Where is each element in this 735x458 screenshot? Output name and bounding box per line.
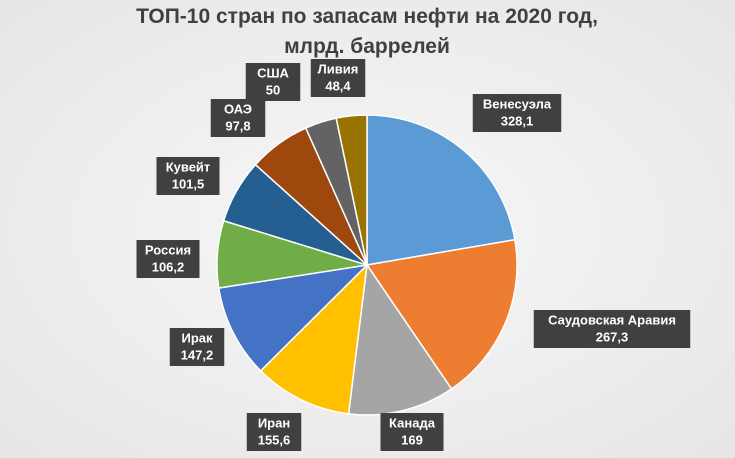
label-box	[380, 413, 444, 451]
label-box	[246, 413, 302, 451]
label-name: Ливия	[318, 61, 359, 76]
pie-slice	[365, 238, 518, 390]
label-name: США	[257, 65, 289, 80]
label-box	[310, 59, 366, 97]
label-name: ОАЭ	[224, 101, 252, 116]
label-box	[533, 310, 691, 348]
pie-slice	[335, 114, 368, 266]
label-name: Ирак	[181, 330, 213, 345]
data-label: 155,6	[258, 432, 291, 447]
data-label: 106,2	[152, 259, 185, 274]
label-name: Канада	[389, 415, 436, 430]
data-label: 328,1	[501, 113, 534, 128]
data-label: 267,3	[596, 329, 629, 344]
pie-slice	[366, 114, 516, 266]
chart-title: ТОП-10 стран по запасам нефти на 2020 го…	[136, 5, 598, 58]
data-label: 147,2	[181, 347, 214, 362]
label-box	[156, 157, 220, 195]
label-box	[210, 99, 266, 137]
label-name: Россия	[145, 242, 191, 257]
label-box	[136, 240, 200, 278]
data-label: 101,5	[172, 176, 205, 191]
data-label: 50	[266, 82, 280, 97]
label-name: Иран	[258, 415, 290, 430]
label-name: Саудовская Аравия	[548, 312, 676, 327]
label-name: Кувейт	[166, 159, 211, 174]
data-label: 97,8	[225, 118, 250, 133]
label-box	[169, 328, 225, 366]
pie-slice	[217, 263, 370, 372]
data-label: 169	[401, 432, 423, 447]
label-name: Венесуэла	[483, 96, 552, 111]
label-box	[245, 63, 301, 101]
label-box	[472, 94, 562, 132]
data-label: 48,4	[325, 78, 351, 93]
pie-slice	[347, 262, 453, 416]
pie-slice	[259, 262, 369, 415]
